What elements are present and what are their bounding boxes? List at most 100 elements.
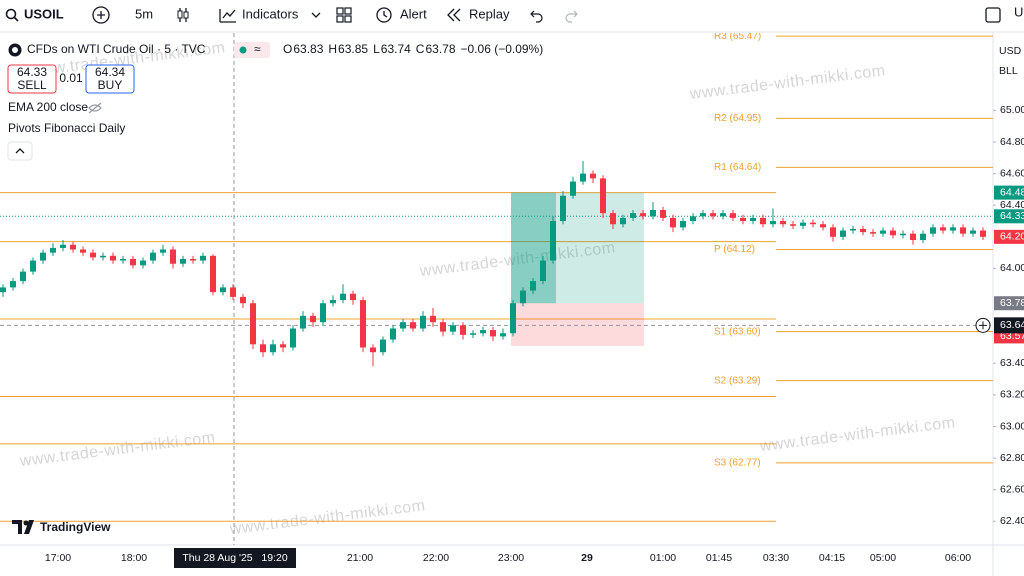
symbol[interactable]: USOIL [24, 6, 64, 21]
candle-body [580, 173, 586, 182]
indicators-icon[interactable] [219, 9, 236, 23]
candle-body [160, 249, 166, 253]
user-menu[interactable]: Ur [1014, 4, 1024, 19]
price-tick-label: 64.60 [1000, 167, 1024, 179]
ohlc-value: 63.83 [293, 42, 323, 56]
candle-body [60, 244, 66, 248]
replay-icon[interactable] [447, 8, 461, 22]
price-tag-label: 64.20 [1000, 231, 1024, 243]
candle-body [470, 333, 476, 335]
candle-body [630, 213, 636, 218]
candle-body [150, 252, 156, 261]
candle-body [30, 260, 36, 272]
price-tick-label: 64.00 [1000, 262, 1024, 274]
interval[interactable]: 5m [135, 6, 153, 21]
sell-button[interactable] [7, 64, 57, 94]
ohlc-key: L [373, 42, 380, 56]
add-symbol[interactable] [92, 6, 110, 24]
pivot-label: S1 (63.60) [714, 326, 761, 337]
candle-body [110, 255, 116, 261]
candle-body [350, 293, 356, 301]
market-status[interactable] [234, 42, 270, 58]
price-tag [994, 296, 1024, 311]
candle-body [510, 303, 516, 334]
candle-body [520, 290, 526, 304]
time-label: 22:00 [423, 552, 449, 564]
candle-body [710, 213, 716, 217]
visibility-icon[interactable] [88, 102, 102, 114]
buy-price[interactable]: 64.34 [95, 65, 125, 79]
candle-body [220, 287, 226, 293]
time-label: 01:00 [650, 552, 676, 564]
candle-body [210, 255, 216, 293]
candle-body [360, 300, 366, 348]
candle-body [620, 217, 626, 225]
time-label: 23:00 [498, 552, 524, 564]
candle-body [640, 213, 646, 217]
price-tick-label: 64.80 [1000, 136, 1024, 148]
alert-button[interactable]: Alert [400, 6, 427, 21]
candle-body [260, 344, 266, 353]
candle-body [830, 227, 836, 237]
candle-body [120, 258, 126, 261]
candle-body [530, 281, 536, 291]
study-label[interactable]: EMA 200 close [8, 100, 88, 114]
candle-body [170, 249, 176, 264]
dropdown[interactable] [311, 12, 321, 18]
indicators-button[interactable]: Indicators [242, 6, 299, 21]
price-tag-label: 63.78 [1000, 297, 1024, 309]
candle-body [100, 255, 106, 258]
collapse-legend[interactable] [7, 141, 33, 161]
templates-icon[interactable] [336, 7, 352, 23]
redo[interactable] [565, 10, 578, 23]
candle-body [610, 213, 616, 225]
candle-body [80, 249, 86, 253]
candle-body [460, 325, 466, 335]
price-tick-label: 65.00 [1000, 104, 1024, 116]
candle-body [490, 330, 496, 337]
candle-body [0, 287, 6, 293]
candle-body [420, 315, 426, 329]
replay-button[interactable]: Replay [469, 6, 510, 21]
candle-body [280, 344, 286, 348]
candle-body [400, 322, 406, 329]
ohlc-value: 63.74 [381, 42, 411, 56]
alert-icon[interactable] [376, 7, 392, 23]
candle-body [190, 258, 196, 261]
sell-price[interactable]: 64.33 [17, 65, 47, 79]
candle-body [920, 233, 926, 241]
buy-button[interactable] [85, 64, 135, 94]
price-tick-label: 62.80 [1000, 452, 1024, 464]
pivot-label: R3 (65.47) [714, 31, 761, 42]
candle-body [790, 224, 796, 226]
candle-body [130, 258, 136, 266]
search-icon[interactable] [5, 8, 17, 20]
price-tick-label: 64.40 [1000, 199, 1024, 211]
unit[interactable]: BLL [999, 65, 1018, 77]
candle-body [770, 221, 776, 225]
candle-body [840, 230, 846, 237]
price-tick-label: 62.40 [1000, 515, 1024, 527]
spread: 0.01 [59, 71, 83, 85]
alert-icon [383, 11, 388, 18]
sell-label[interactable]: SELL [17, 78, 47, 92]
layout-toggle[interactable] [985, 7, 1001, 23]
currency[interactable]: USD [999, 45, 1022, 57]
candle-body [600, 178, 606, 214]
brand-logo [23, 520, 29, 526]
candle-body [200, 255, 206, 261]
study-label[interactable]: Pivots Fibonacci Daily [8, 121, 125, 135]
buy-label[interactable]: BUY [98, 78, 123, 92]
candle-body [450, 325, 456, 332]
candle-body [340, 293, 346, 301]
candle-body [750, 217, 756, 222]
time-label: 04:15 [819, 552, 845, 564]
time-label: 18:00 [121, 552, 147, 564]
candle-body [500, 333, 506, 337]
price-tag [994, 209, 1024, 224]
undo[interactable] [530, 10, 543, 23]
crosshair-price-label: 63.64 [1000, 319, 1024, 331]
pivot-label: R2 (64.95) [714, 113, 761, 124]
add-alert-button [979, 321, 987, 330]
candle-body [970, 230, 976, 234]
